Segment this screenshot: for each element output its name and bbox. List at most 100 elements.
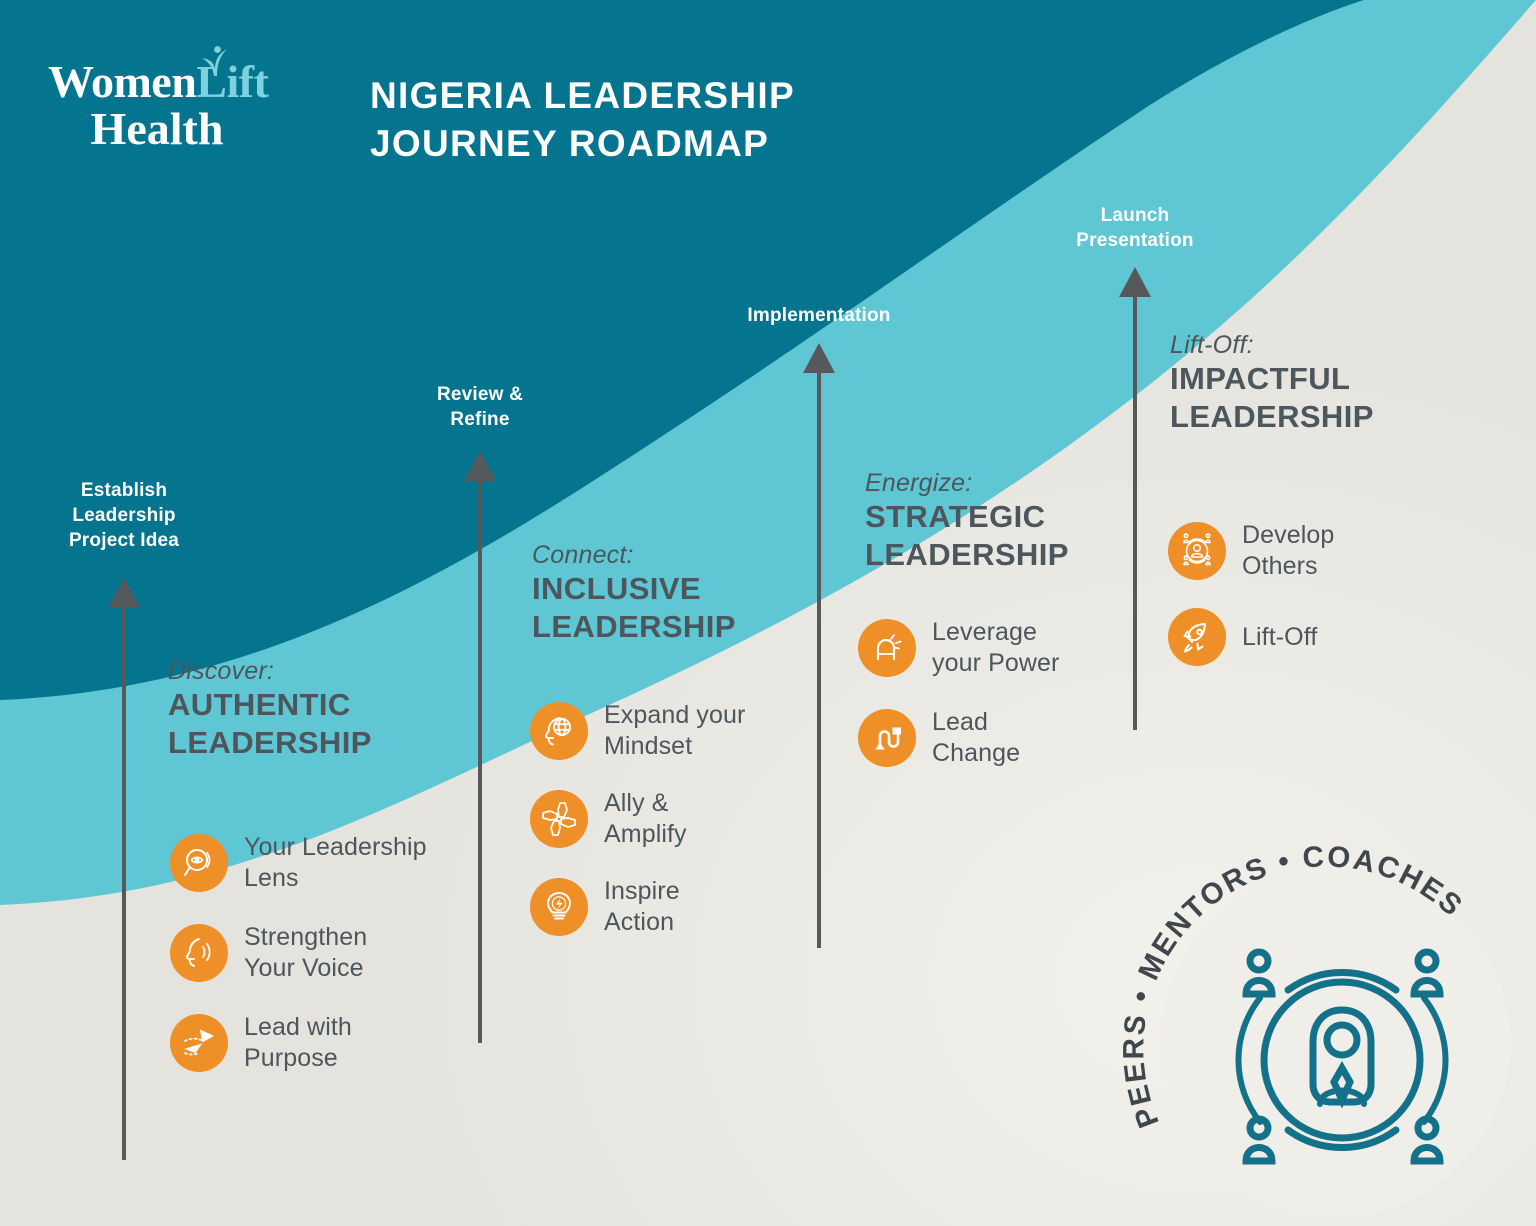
list-item[interactable]: Strengthen Your Voice	[170, 922, 490, 984]
list-item[interactable]: Lead Change	[858, 707, 1158, 769]
list-item[interactable]: Leverage your Power	[858, 617, 1158, 679]
magnifier-eye-icon	[170, 834, 228, 892]
list-item-label: Develop Others	[1242, 520, 1334, 582]
stage-items-authentic: Your Leadership Lens Strengthen Your Voi…	[170, 832, 490, 1088]
milestone-establish-leadership-project-idea: Establish Leadership Project Idea	[44, 478, 204, 553]
milestone-review-and-refine: Review & Refine	[400, 382, 560, 432]
logo-line-1: WomenLift	[48, 58, 348, 106]
stage-title-line-1: INCLUSIVE	[532, 571, 701, 606]
stage-heading-impactful: Lift-Off: IMPACTFUL LEADERSHIP	[1170, 330, 1374, 436]
label-line-1: Develop	[1242, 521, 1335, 549]
magnet-icon	[858, 619, 916, 677]
label-line-1: Ally &	[604, 789, 669, 817]
label-line-1: Your Leadership	[244, 833, 427, 861]
label-line-1: Lead with	[244, 1013, 352, 1041]
logo-lift-text: Lift	[196, 56, 269, 107]
page-title: NIGERIA LEADERSHIP JOURNEY ROADMAP	[370, 72, 795, 168]
arrow-head-4	[1119, 267, 1151, 297]
stage-title-line-1: IMPACTFUL	[1170, 361, 1351, 396]
lightbulb-bolt-icon	[530, 878, 588, 936]
support-network-icon	[1235, 948, 1449, 1165]
logo-women-text: Women	[48, 56, 197, 107]
milestone-launch-presentation: Launch Presentation	[1055, 203, 1215, 253]
label-line-2: Mindset	[604, 732, 693, 760]
label-line-2: Lens	[244, 864, 299, 892]
label-line-1: Leverage	[932, 618, 1038, 646]
badge-disc	[1160, 868, 1510, 1218]
page-title-line-1: NIGERIA LEADERSHIP	[370, 75, 795, 116]
label-line-2: Amplify	[604, 820, 687, 848]
arrow-head-3	[803, 343, 835, 373]
list-item-label: Lead with Purpose	[244, 1012, 352, 1074]
list-item-label: Your Leadership Lens	[244, 832, 427, 894]
page-title-line-2: JOURNEY ROADMAP	[370, 123, 770, 164]
milestone-line: Refine	[450, 409, 510, 430]
network-people-icon	[1168, 522, 1226, 580]
dark-teal-wave	[0, 0, 1364, 700]
label-line-2: Change	[932, 739, 1021, 767]
arrow-head-1	[108, 578, 140, 608]
label-line-2: Purpose	[244, 1044, 338, 1072]
label-line-1: Strengthen	[244, 923, 368, 951]
support-badge-graphic: PEERS • MENTORS • COACHES	[1117, 840, 1510, 1218]
list-item-label: Inspire Action	[604, 876, 680, 938]
list-item[interactable]: Lift-Off	[1168, 608, 1468, 666]
journey-arrows	[108, 267, 1151, 1160]
stage-kicker: Energize:	[865, 469, 973, 497]
change-path-icon	[858, 709, 916, 767]
arrow-head-2	[464, 451, 496, 481]
womenlift-health-logo: WomenLift Health	[48, 46, 348, 154]
list-item-label: Strengthen Your Voice	[244, 922, 367, 984]
milestone-line: Presentation	[1076, 230, 1194, 251]
list-item-label: Lift-Off	[1242, 622, 1317, 653]
list-item[interactable]: Expand your Mindset	[530, 700, 850, 762]
list-item-label: Expand your Mindset	[604, 700, 745, 762]
list-item[interactable]: Your Leadership Lens	[170, 832, 490, 894]
stage-items-impactful: Develop Others Lift-Off	[1168, 520, 1468, 680]
milestone-line: Launch	[1100, 205, 1170, 226]
list-item[interactable]: Lead with Purpose	[170, 1012, 490, 1074]
label-line-1: Lead	[932, 708, 989, 736]
milestone-implementation: Implementation	[689, 303, 949, 328]
label-line-2: Action	[604, 908, 675, 936]
stage-heading-strategic: Energize: STRATEGIC LEADERSHIP	[865, 468, 1069, 574]
clasped-hands-icon	[530, 790, 588, 848]
list-item-label: Lead Change	[932, 707, 1020, 769]
label-line-2: your Power	[932, 649, 1060, 677]
label-line-2: Your Voice	[244, 954, 364, 982]
logo-figure-icon	[202, 46, 227, 76]
stage-title-line-2: LEADERSHIP	[532, 609, 736, 644]
rocket-icon	[1168, 608, 1226, 666]
stage-title-line-2: LEADERSHIP	[168, 725, 372, 760]
stage-items-strategic: Leverage your Power Lead Change	[858, 617, 1158, 783]
milestone-line: Implementation	[747, 305, 891, 326]
label-line-1: Lift-Off	[1242, 622, 1318, 651]
stage-title-line-2: LEADERSHIP	[1170, 399, 1374, 434]
stage-kicker: Discover:	[168, 657, 274, 685]
stage-items-inclusive: Expand your Mindset Ally & Amplify	[530, 700, 850, 952]
label-line-2: Others	[1242, 552, 1318, 580]
list-item-label: Leverage your Power	[932, 617, 1059, 679]
list-item[interactable]: Develop Others	[1168, 520, 1468, 582]
list-item[interactable]: Inspire Action	[530, 876, 850, 938]
milestone-line: Establish	[80, 480, 168, 501]
label-line-1: Expand your	[604, 701, 746, 729]
support-network-badge: PEERS • MENTORS • COACHES	[1117, 828, 1520, 1218]
speaking-head-icon	[170, 924, 228, 982]
logo-line-2: Health	[90, 103, 224, 154]
stage-kicker: Lift-Off:	[1170, 331, 1254, 359]
list-item[interactable]: Ally & Amplify	[530, 788, 850, 850]
stage-title-line-1: STRATEGIC	[865, 499, 1046, 534]
list-item-label: Ally & Amplify	[604, 788, 687, 850]
stage-heading-authentic: Discover: AUTHENTIC LEADERSHIP	[168, 656, 372, 762]
stage-kicker: Connect:	[532, 541, 634, 569]
stage-heading-inclusive: Connect: INCLUSIVE LEADERSHIP	[532, 540, 736, 646]
label-line-1: Inspire	[604, 877, 680, 905]
stage-title-line-2: LEADERSHIP	[865, 537, 1069, 572]
milestone-line: Review &	[436, 384, 524, 405]
milestone-line: Leadership	[72, 505, 176, 526]
paper-plane-icon	[170, 1014, 228, 1072]
milestone-line: Project Idea	[68, 530, 180, 551]
